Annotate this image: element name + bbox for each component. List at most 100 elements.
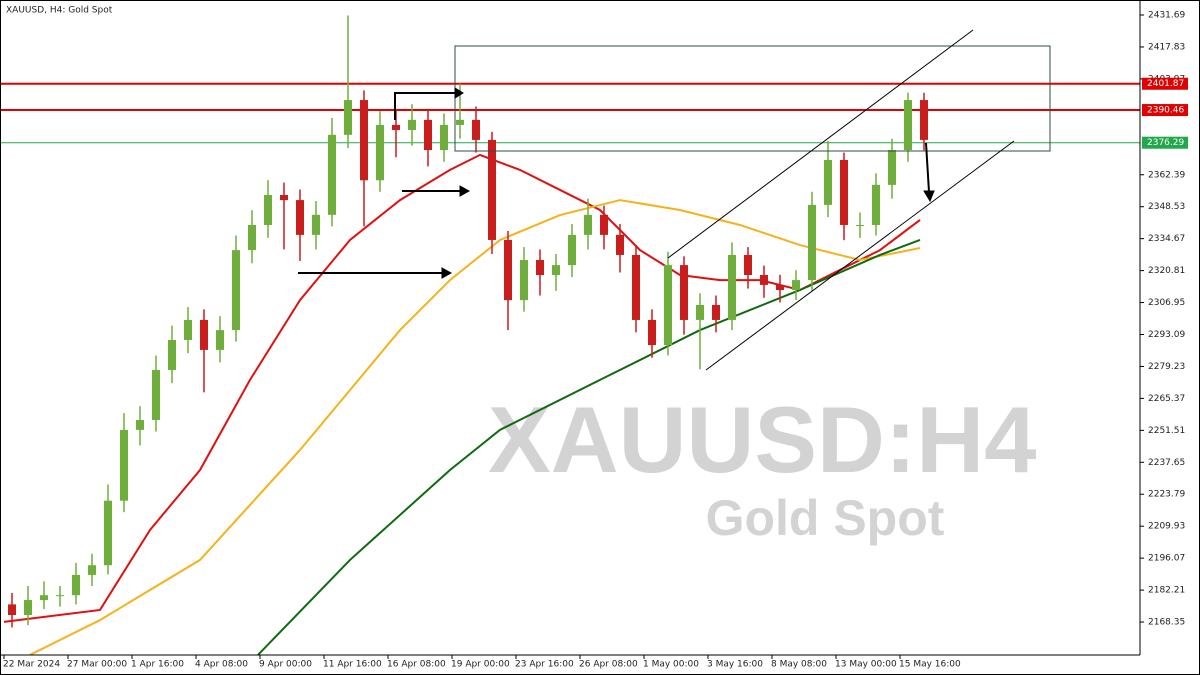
watermark: XAUUSD:H4 (488, 387, 1036, 492)
arrow (925, 142, 930, 193)
candle-body (72, 574, 80, 596)
x-tick-label: 16 Apr 08:00 (387, 660, 446, 670)
x-tick-label: 11 Apr 16:00 (323, 660, 382, 670)
axes: 2431.692417.832403.972362.392348.532334.… (3, 11, 1188, 670)
candle-body (888, 150, 896, 185)
x-tick-label: 13 May 00:00 (835, 660, 897, 670)
y-tick-label: 2417.83 (1148, 42, 1185, 52)
candle-body (328, 134, 336, 215)
candle-body (552, 265, 560, 276)
candle-body (664, 265, 672, 346)
channel-lower (705, 140, 1015, 371)
y-tick-label: 2293.09 (1148, 330, 1185, 340)
y-tick-label: 2223.79 (1148, 490, 1185, 500)
moving-average (3, 153, 921, 623)
arrow-head (923, 190, 935, 203)
x-tick-label: 3 May 16:00 (707, 660, 763, 670)
levels (0, 82, 1140, 144)
candle-body (360, 100, 368, 181)
candle-body (856, 224, 864, 226)
y-tick-label: 2306.95 (1148, 298, 1185, 308)
candle-body (904, 100, 912, 151)
candle-body (536, 260, 544, 276)
arrow-head (459, 185, 471, 197)
candle-body (344, 100, 352, 135)
candle-body (168, 340, 176, 370)
candle-body (792, 280, 800, 290)
candle-body (392, 124, 400, 131)
candle-body (88, 565, 96, 575)
candle-body (440, 124, 448, 151)
x-tick-label: 15 May 16:00 (899, 660, 961, 670)
candle-body (200, 319, 208, 350)
y-tick-label: 2320.81 (1148, 266, 1185, 276)
moving-average (29, 199, 921, 655)
candle-body (56, 595, 64, 597)
x-tick-label: 4 Apr 08:00 (195, 660, 248, 670)
x-tick-label: 26 Apr 08:00 (579, 660, 638, 670)
candle-body (424, 119, 432, 151)
x-tick-label: 19 Apr 00:00 (451, 660, 510, 670)
y-tick-label: 2209.93 (1148, 522, 1185, 532)
candle-body (808, 204, 816, 281)
candle-body (728, 254, 736, 320)
candle-body (184, 319, 192, 341)
x-tick-label: 8 May 08:00 (771, 660, 827, 670)
candle-body (680, 265, 688, 320)
candle-body (248, 224, 256, 251)
candle-body (312, 214, 320, 235)
candle-body (584, 214, 592, 235)
y-tick-label: 2362.39 (1148, 170, 1185, 180)
candle-body (488, 139, 496, 240)
candle-body (136, 419, 144, 430)
y-tick-label: 2237.65 (1148, 458, 1185, 468)
candle-body (648, 319, 656, 346)
candle-body (824, 159, 832, 205)
candle-body (632, 254, 640, 320)
price-level-label: 2401.87 (1147, 79, 1184, 89)
price-level-tag (1142, 136, 1188, 149)
candle-body (840, 159, 848, 225)
x-tick-label: 1 May 00:00 (643, 660, 699, 670)
x-tick-label: 9 Apr 00:00 (259, 660, 312, 670)
price-level-label: 2376.29 (1147, 138, 1184, 148)
annotations (298, 29, 1051, 371)
candle-body (616, 234, 624, 255)
y-tick-label: 2265.37 (1148, 394, 1185, 404)
candle-body (408, 119, 416, 131)
candle-body (568, 234, 576, 266)
arrow-head (454, 87, 464, 99)
y-tick-label: 2348.53 (1148, 202, 1185, 212)
candle-body (40, 595, 48, 601)
candle-body (872, 184, 880, 225)
y-tick-label: 2168.35 (1148, 618, 1185, 628)
y-tick-label: 2334.67 (1148, 234, 1185, 244)
candle-body (776, 284, 784, 290)
candle-body (696, 304, 704, 320)
candle-body (376, 124, 384, 181)
price-level-tag (1142, 104, 1188, 117)
candle-body (232, 250, 240, 331)
channel-upper (667, 29, 974, 259)
candle-body (280, 195, 288, 201)
candle-body (152, 369, 160, 420)
y-tick-label: 2251.51 (1148, 426, 1185, 436)
candle-body (104, 500, 112, 566)
y-tick-label: 2431.69 (1148, 11, 1185, 21)
candle-body (296, 200, 304, 235)
watermark-subtitle: Gold Spot (706, 490, 945, 546)
moving-average (257, 239, 921, 655)
candle-body (760, 275, 768, 285)
candle-body (264, 195, 272, 225)
arrow-head (441, 267, 453, 279)
candle-body (744, 254, 752, 276)
candle-body (456, 119, 464, 125)
x-tick-label: 27 Mar 00:00 (67, 660, 127, 670)
y-tick-label: 2182.21 (1148, 586, 1185, 596)
candle-body (520, 260, 528, 301)
x-tick-label: 1 Apr 16:00 (131, 660, 184, 670)
candle-body (24, 600, 32, 616)
x-tick-label: 22 Mar 2024 (3, 660, 60, 670)
price-level-label: 2390.46 (1147, 106, 1184, 116)
